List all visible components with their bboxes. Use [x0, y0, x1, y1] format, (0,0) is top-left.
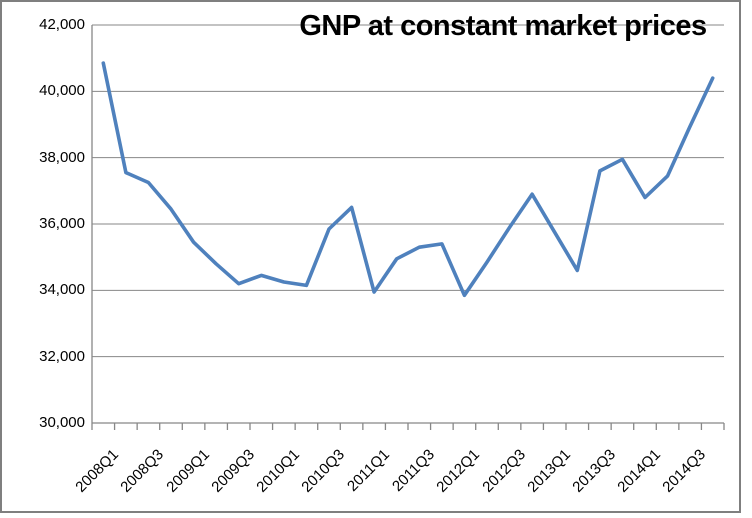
y-axis-label: 34,000 — [39, 281, 85, 299]
gnp-series-line — [101, 61, 715, 298]
y-axis-label: 42,000 — [39, 16, 85, 33]
chart-title: GNP at constant market prices — [299, 10, 707, 42]
y-axis-label: 40,000 — [39, 82, 85, 100]
y-axis-label: 38,000 — [39, 148, 85, 166]
y-axis-label: 36,000 — [39, 215, 85, 232]
y-axis-label: 32,000 — [39, 347, 85, 365]
y-axis-label: 30,000 — [39, 414, 85, 431]
chart-border-frame — [0, 0, 741, 513]
